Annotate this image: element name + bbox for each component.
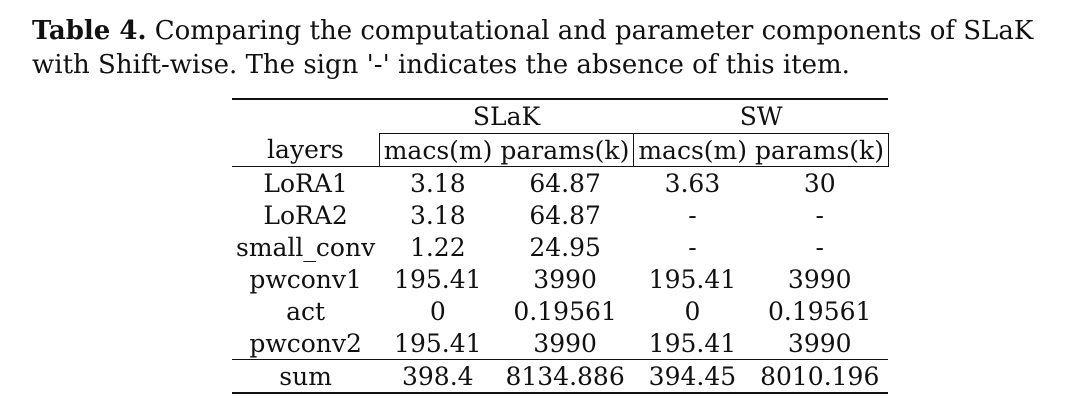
sum-cell: 8134.886 xyxy=(496,359,634,394)
sum-cell: 8010.196 xyxy=(751,359,889,394)
table-cell: 0 xyxy=(684,296,701,326)
table-cell: 3990 xyxy=(787,328,852,358)
column-header-row: layers macs(m) params(k) macs(m) params(… xyxy=(232,133,889,167)
column-header-sw-macs: macs(m) xyxy=(633,133,751,167)
group-header-row: SLaK SW xyxy=(232,98,889,134)
table-cell: 0 xyxy=(429,296,446,326)
group-header-empty xyxy=(232,98,380,134)
table-cell: 0.19561 xyxy=(513,296,617,326)
table-row: LoRA2 3.18 64.87 - - xyxy=(232,199,888,231)
table-cell: 195.41 xyxy=(394,264,482,294)
table-cell: 30 xyxy=(803,168,836,198)
caption-label: Table 4. xyxy=(32,16,147,46)
table-cell: - xyxy=(688,232,697,262)
table-cell: 195.41 xyxy=(648,328,737,358)
table-cell: 3.63 xyxy=(664,168,721,198)
table-caption: Table 4. Comparing the computational and… xyxy=(32,14,1052,82)
table-cell: 1.22 xyxy=(409,232,466,262)
comparison-table: SLaK SW layers macs(m) params(k) macs(m)… xyxy=(232,98,889,394)
sum-cell: 394.45 xyxy=(633,359,751,394)
group-header-slak: SLaK xyxy=(379,98,634,134)
column-header-layers: layers xyxy=(232,133,380,167)
table-cell: 3.18 xyxy=(409,200,466,230)
table-cell: 64.87 xyxy=(529,200,601,230)
table-cell-layer: LoRA1 xyxy=(263,168,348,198)
table-cell: 24.95 xyxy=(529,232,601,262)
table-cell: 3.18 xyxy=(409,168,466,198)
column-header-sw-params: params(k) xyxy=(751,133,889,167)
comparison-table-wrapper: SLaK SW layers macs(m) params(k) macs(m)… xyxy=(232,98,889,394)
table-cell-layer: small_conv xyxy=(236,232,376,262)
table-row: LoRA1 3.18 64.87 3.63 30 xyxy=(232,167,888,200)
column-header-slak-macs: macs(m) xyxy=(379,133,497,167)
table-cell-layer: pwconv2 xyxy=(249,328,362,358)
caption-text: Comparing the computational and paramete… xyxy=(32,16,1034,80)
column-header-slak-params: params(k) xyxy=(496,133,635,167)
table-row: small_conv 1.22 24.95 - - xyxy=(232,231,888,263)
group-header-sw: SW xyxy=(633,98,889,134)
table-cell: - xyxy=(688,200,697,230)
table-cell: 3990 xyxy=(533,328,597,358)
table-cell: - xyxy=(815,232,824,262)
table-cell: 195.41 xyxy=(394,328,482,358)
table-cell: 3990 xyxy=(533,264,597,294)
table-cell-layer: act xyxy=(286,296,326,326)
table-cell-layer: LoRA2 xyxy=(263,200,348,230)
table-cell: 64.87 xyxy=(529,168,601,198)
sum-cell: 398.4 xyxy=(379,359,497,394)
table-cell: 0.19561 xyxy=(768,296,872,326)
sum-row: sum 398.4 8134.886 394.45 8010.196 xyxy=(232,359,889,394)
table-row: pwconv2 195.41 3990 195.41 3990 xyxy=(232,327,888,360)
table-cell: 3990 xyxy=(787,264,852,294)
table-cell: - xyxy=(815,200,824,230)
table-cell: 195.41 xyxy=(648,264,737,294)
sum-label: sum xyxy=(232,359,380,394)
table-row: pwconv1 195.41 3990 195.41 3990 xyxy=(232,263,888,295)
table-cell-layer: pwconv1 xyxy=(249,264,362,294)
table-row: act 0 0.19561 0 0.19561 xyxy=(232,295,888,327)
